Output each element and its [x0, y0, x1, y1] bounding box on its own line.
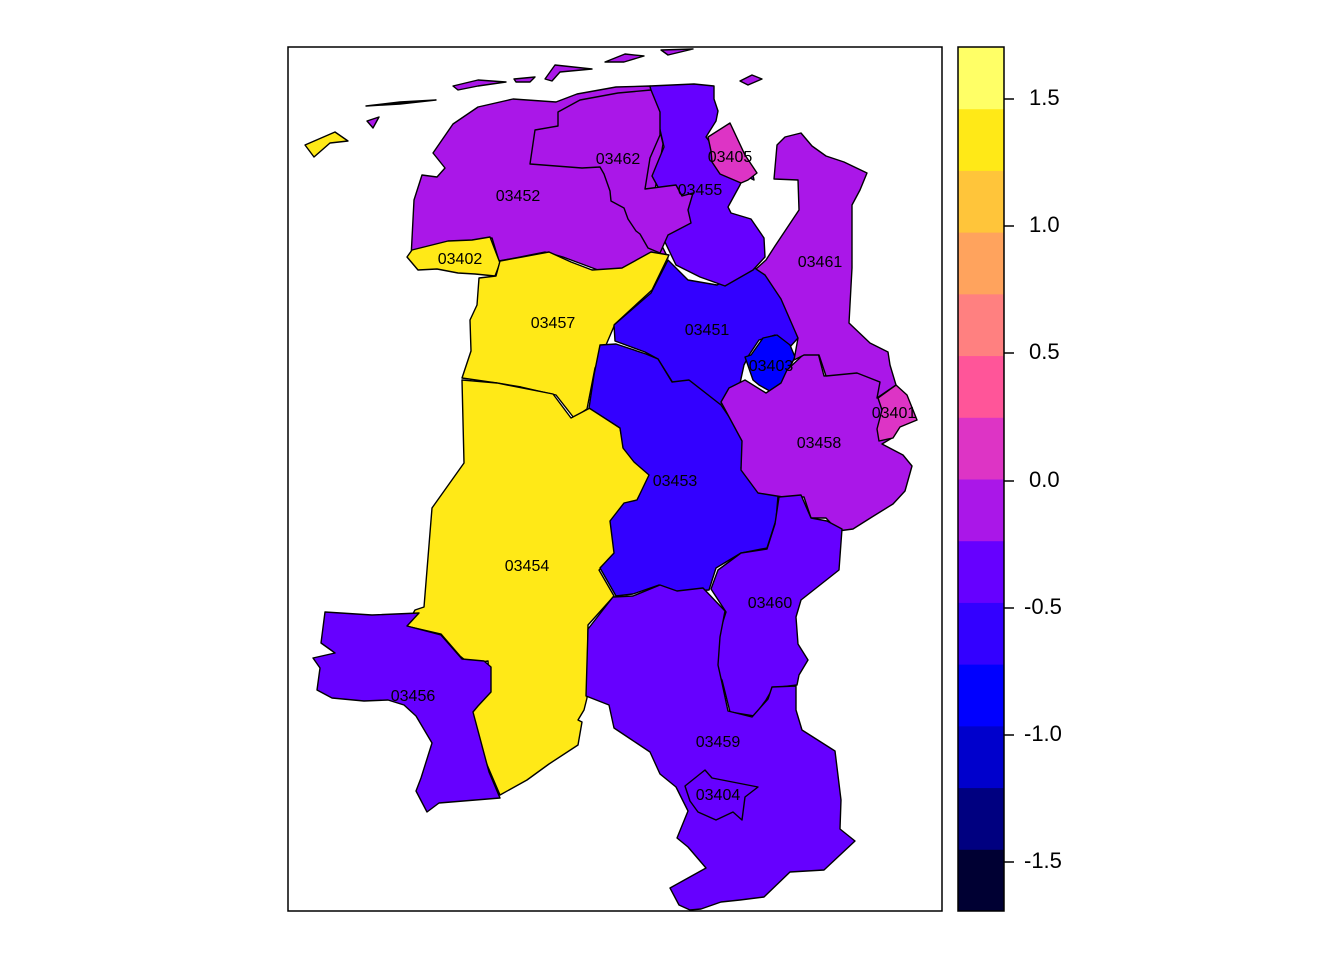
- island-c: [544, 64, 593, 82]
- region-label-03452: 03452: [496, 188, 541, 205]
- legend-band: [958, 417, 1004, 480]
- region-label-03404: 03404: [696, 787, 741, 804]
- legend-band: [958, 602, 1004, 665]
- region-label-03451: 03451: [685, 322, 730, 339]
- region-label-03405: 03405: [708, 149, 753, 166]
- legend-tick-label: 0.0: [1029, 467, 1060, 492]
- legend-band: [958, 725, 1004, 789]
- legend-band: [958, 355, 1004, 418]
- region-label-03462: 03462: [596, 151, 641, 168]
- region-03405[interactable]: [707, 122, 758, 184]
- legend-band: [958, 108, 1004, 171]
- region-label-03403: 03403: [749, 358, 794, 375]
- region-label-03402: 03402: [438, 251, 483, 268]
- region-label-03458: 03458: [797, 435, 842, 452]
- region-03456[interactable]: [312, 611, 501, 813]
- legend-band: [958, 540, 1004, 603]
- legend-tick-label: -1.5: [1024, 848, 1062, 873]
- region-03401[interactable]: [876, 384, 918, 442]
- region-03404[interactable]: [684, 769, 759, 821]
- region-03459[interactable]: [585, 584, 856, 911]
- legend-frame: [957, 46, 1005, 912]
- region-03462[interactable]: [529, 89, 694, 254]
- legend-bands: [958, 47, 1004, 912]
- legend-tick-label: 0.5: [1029, 339, 1060, 364]
- legend-band: [958, 293, 1004, 357]
- region-03460[interactable]: [710, 494, 843, 717]
- region-label-03454: 03454: [505, 558, 550, 575]
- island-d: [604, 53, 645, 63]
- region-label-03401: 03401: [872, 405, 917, 422]
- region-03461[interactable]: [755, 132, 897, 399]
- color-legend: 1.5 1.0 0.5 0.0 -0.5 -1.0 -1.5: [957, 46, 1062, 912]
- legend-band: [958, 170, 1004, 233]
- legend-tick-label: 1.0: [1029, 212, 1060, 237]
- region-label-03457: 03457: [531, 315, 576, 332]
- legend-tick-label: -0.5: [1024, 594, 1062, 619]
- island-sliver: [365, 99, 437, 107]
- legend-band: [958, 232, 1004, 295]
- legend-band: [958, 479, 1004, 542]
- islands: [304, 48, 763, 158]
- region-label-03461: 03461: [798, 254, 843, 271]
- island-f: [739, 74, 763, 86]
- legend-band: [958, 849, 1004, 912]
- legend-band: [958, 787, 1004, 850]
- regions-layer: [312, 83, 918, 911]
- region-03457[interactable]: [461, 251, 670, 419]
- region-label-03459: 03459: [696, 734, 741, 751]
- legend-tick-label: 1.5: [1029, 85, 1060, 110]
- region-label-03460: 03460: [748, 595, 793, 612]
- island-small: [366, 116, 380, 129]
- legend-band: [958, 47, 1004, 110]
- island-west: [304, 131, 349, 158]
- legend-ticks: 1.5 1.0 0.5 0.0 -0.5 -1.0 -1.5: [1004, 85, 1062, 873]
- legend-tick-label: -1.0: [1024, 721, 1062, 746]
- legend-band: [958, 664, 1004, 727]
- island-b: [513, 76, 536, 83]
- region-label-03455: 03455: [678, 182, 723, 199]
- region-label-03456: 03456: [391, 688, 436, 705]
- map-frame: [287, 46, 943, 912]
- region-label-03453: 03453: [653, 473, 698, 490]
- island-e: [660, 48, 694, 56]
- island-a: [452, 79, 507, 91]
- labels-layer: 03452 03402 03457 03454 03456 03451 0340…: [391, 149, 917, 804]
